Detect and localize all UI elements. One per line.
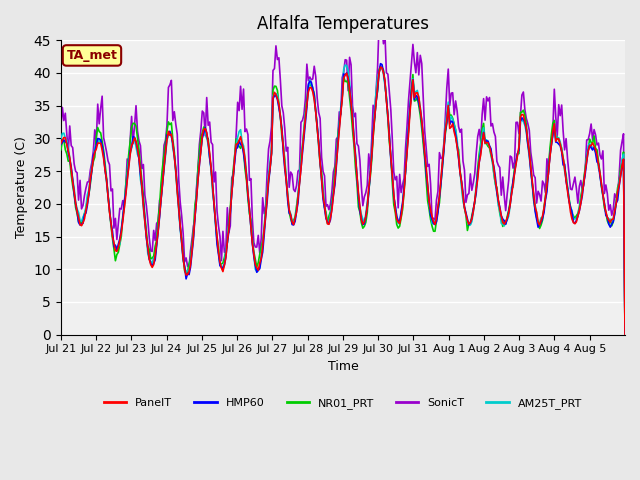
SonicT — [94, 101, 102, 107]
HMP60 — [94, 136, 102, 142]
NR01_PRT — [618, 159, 626, 165]
AM25T_PRT — [618, 157, 626, 163]
NR01_PRT — [57, 147, 65, 153]
PanelT — [377, 64, 385, 70]
HMP60 — [377, 61, 385, 67]
AM25T_PRT — [94, 141, 102, 146]
Title: Alfalfa Temperatures: Alfalfa Temperatures — [257, 15, 429, 33]
AM25T_PRT — [76, 217, 84, 223]
NR01_PRT — [76, 217, 84, 223]
PanelT — [545, 169, 552, 175]
HMP60 — [57, 142, 65, 147]
AM25T_PRT — [341, 62, 349, 68]
HMP60 — [618, 164, 626, 170]
PanelT — [461, 205, 468, 211]
AM25T_PRT — [349, 110, 356, 116]
X-axis label: Time: Time — [328, 360, 358, 373]
PanelT — [57, 141, 65, 146]
HMP60 — [621, 331, 629, 336]
HMP60 — [348, 102, 355, 108]
SonicT — [348, 62, 355, 68]
NR01_PRT — [621, 336, 629, 342]
Line: HMP60: HMP60 — [61, 64, 625, 334]
Line: NR01_PRT: NR01_PRT — [61, 66, 625, 339]
SonicT — [621, 332, 629, 337]
Legend: PanelT, HMP60, NR01_PRT, SonicT, AM25T_PRT: PanelT, HMP60, NR01_PRT, SonicT, AM25T_P… — [100, 393, 586, 413]
SonicT — [375, 22, 383, 27]
NR01_PRT — [94, 125, 102, 131]
PanelT — [348, 99, 355, 105]
Line: AM25T_PRT: AM25T_PRT — [61, 65, 625, 336]
PanelT — [618, 162, 626, 168]
SonicT — [618, 139, 626, 144]
NR01_PRT — [461, 205, 468, 211]
SonicT — [461, 167, 468, 173]
SonicT — [76, 178, 84, 183]
Line: SonicT: SonicT — [61, 24, 625, 335]
Text: TA_met: TA_met — [67, 49, 117, 62]
HMP60 — [461, 204, 468, 210]
Line: PanelT: PanelT — [61, 67, 625, 336]
AM25T_PRT — [545, 168, 552, 174]
AM25T_PRT — [461, 205, 468, 211]
PanelT — [621, 333, 629, 338]
AM25T_PRT — [621, 333, 629, 339]
SonicT — [57, 123, 65, 129]
SonicT — [545, 172, 552, 178]
HMP60 — [545, 169, 552, 175]
Y-axis label: Temperature (C): Temperature (C) — [15, 136, 28, 239]
AM25T_PRT — [57, 136, 65, 142]
NR01_PRT — [377, 63, 385, 69]
NR01_PRT — [348, 108, 355, 114]
PanelT — [76, 222, 84, 228]
NR01_PRT — [545, 166, 552, 171]
HMP60 — [76, 222, 84, 228]
PanelT — [94, 140, 102, 146]
